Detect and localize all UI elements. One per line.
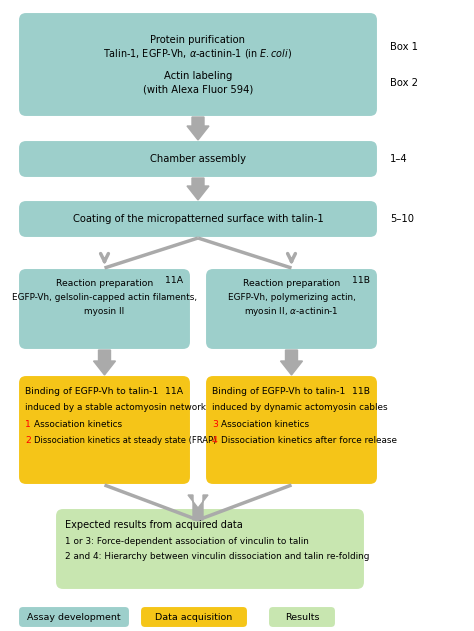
Text: Data acquisition: Data acquisition	[155, 613, 233, 622]
Text: Association kinetics: Association kinetics	[34, 420, 122, 429]
Text: 11A: 11A	[165, 276, 183, 285]
Text: Dissociation kinetics after force release: Dissociation kinetics after force releas…	[221, 436, 397, 445]
FancyBboxPatch shape	[268, 606, 336, 628]
Text: Expected results from acquired data: Expected results from acquired data	[65, 520, 243, 530]
Text: Box 1: Box 1	[390, 42, 418, 52]
Text: Binding of EGFP-Vh to talin-1: Binding of EGFP-Vh to talin-1	[212, 387, 346, 396]
Text: myosin II: myosin II	[84, 307, 125, 316]
Polygon shape	[281, 350, 302, 375]
Text: Coating of the micropatterned surface with talin-1: Coating of the micropatterned surface wi…	[73, 214, 323, 224]
Text: 11A: 11A	[165, 387, 183, 396]
FancyBboxPatch shape	[18, 200, 378, 238]
Text: Assay development: Assay development	[27, 613, 121, 622]
FancyBboxPatch shape	[18, 12, 378, 117]
Text: Results: Results	[285, 613, 319, 622]
FancyBboxPatch shape	[18, 140, 378, 178]
Text: 1 or 3: Force-dependent association of vinculin to talin: 1 or 3: Force-dependent association of v…	[65, 537, 309, 546]
Polygon shape	[187, 178, 209, 200]
Text: 4: 4	[212, 436, 218, 445]
Polygon shape	[187, 117, 209, 140]
Text: 11B: 11B	[352, 387, 370, 396]
Text: Protein purification: Protein purification	[151, 35, 246, 45]
Text: myosin II, $\alpha$-actinin-1: myosin II, $\alpha$-actinin-1	[244, 305, 339, 317]
Text: (with Alexa Fluor 594): (with Alexa Fluor 594)	[143, 85, 253, 95]
Text: Association kinetics: Association kinetics	[221, 420, 309, 429]
Text: induced by dynamic actomyosin cables: induced by dynamic actomyosin cables	[212, 403, 388, 412]
FancyBboxPatch shape	[18, 268, 191, 350]
FancyBboxPatch shape	[55, 508, 365, 590]
Text: EGFP-Vh, gelsolin-capped actin filaments,: EGFP-Vh, gelsolin-capped actin filaments…	[12, 293, 197, 302]
Text: Talin-1, EGFP-Vh, $\alpha$-actinin-1 (in $\it{E. coli}$): Talin-1, EGFP-Vh, $\alpha$-actinin-1 (in…	[103, 47, 292, 61]
FancyBboxPatch shape	[140, 606, 248, 628]
Text: 2: 2	[25, 436, 31, 445]
Text: Binding of EGFP-Vh to talin-1: Binding of EGFP-Vh to talin-1	[25, 387, 158, 396]
Text: Reaction preparation: Reaction preparation	[56, 280, 153, 288]
Text: Actin labeling: Actin labeling	[164, 71, 232, 81]
FancyBboxPatch shape	[205, 375, 378, 485]
Text: 1–4: 1–4	[390, 154, 408, 164]
FancyBboxPatch shape	[18, 375, 191, 485]
Text: 11B: 11B	[352, 276, 370, 285]
Text: 2 and 4: Hierarchy between vinculin dissociation and talin re-folding: 2 and 4: Hierarchy between vinculin diss…	[65, 552, 369, 561]
Text: Box 2: Box 2	[390, 78, 418, 88]
Text: induced by a stable actomyosin network: induced by a stable actomyosin network	[25, 403, 206, 412]
FancyBboxPatch shape	[205, 268, 378, 350]
Polygon shape	[188, 495, 208, 520]
Text: Dissociation kinetics at steady state (FRAP): Dissociation kinetics at steady state (F…	[34, 436, 216, 445]
Text: 5–10: 5–10	[390, 214, 414, 224]
Text: EGFP-Vh, polymerizing actin,: EGFP-Vh, polymerizing actin,	[228, 293, 356, 302]
Text: Chamber assembly: Chamber assembly	[150, 154, 246, 164]
Text: Reaction preparation: Reaction preparation	[243, 280, 340, 288]
Text: 1: 1	[25, 420, 31, 429]
Text: 3: 3	[212, 420, 218, 429]
FancyBboxPatch shape	[18, 606, 130, 628]
Polygon shape	[93, 350, 116, 375]
